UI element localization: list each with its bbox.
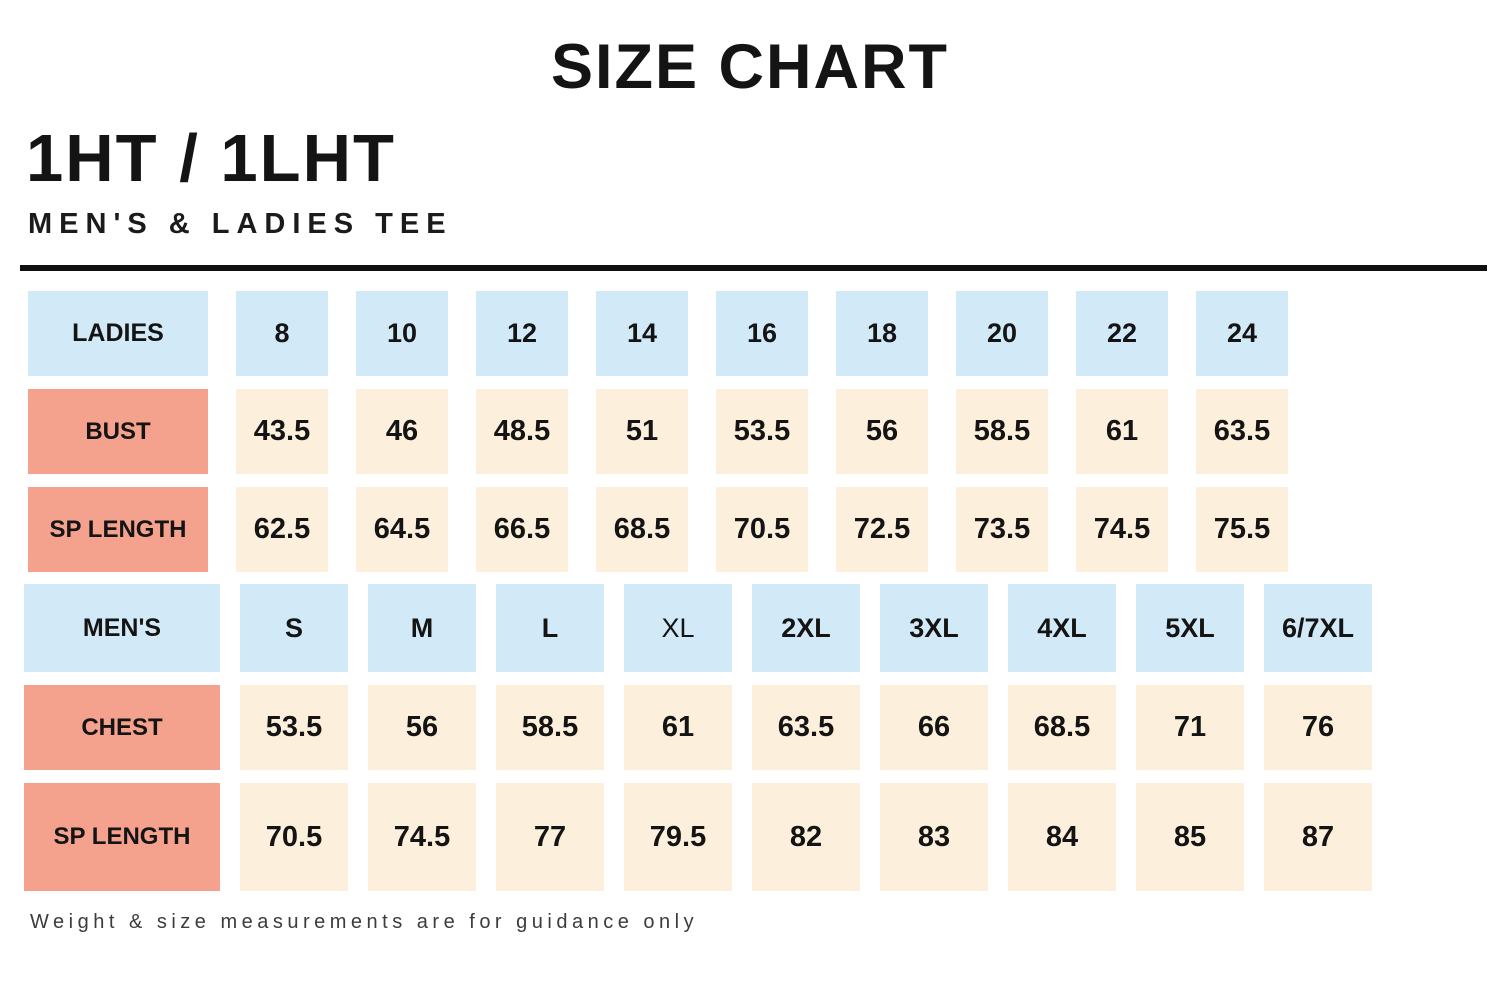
ladies-measurement-value: 51 bbox=[596, 389, 688, 474]
ladies-measurement-value: 56 bbox=[836, 389, 928, 474]
mens-measurement-value: 53.5 bbox=[240, 685, 348, 770]
ladies-measurement-value: 48.5 bbox=[476, 389, 568, 474]
mens-measurement-value: 77 bbox=[496, 783, 604, 891]
mens-measurement-value: 56 bbox=[368, 685, 476, 770]
ladies-header-label: LADIES bbox=[28, 291, 208, 376]
mens-size-header-cell: 2XL bbox=[752, 584, 860, 672]
ladies-measurement-value: 43.5 bbox=[236, 389, 328, 474]
mens-measurement-value: 61 bbox=[624, 685, 732, 770]
ladies-measure-row-label: BUST bbox=[28, 389, 208, 474]
mens-measurement-value: 85 bbox=[1136, 783, 1244, 891]
ladies-size-header-cell: 24 bbox=[1196, 291, 1288, 376]
ladies-measurement-value: 72.5 bbox=[836, 487, 928, 572]
mens-size-header-cell: S bbox=[240, 584, 348, 672]
ladies-measurement-value: 61 bbox=[1076, 389, 1168, 474]
mens-measurement-value: 82 bbox=[752, 783, 860, 891]
mens-measurement-value: 63.5 bbox=[752, 685, 860, 770]
mens-measurement-value: 68.5 bbox=[1008, 685, 1116, 770]
guidance-footnote: Weight & size measurements are for guida… bbox=[30, 911, 699, 933]
mens-size-header-cell: L bbox=[496, 584, 604, 672]
ladies-size-header-cell: 12 bbox=[476, 291, 568, 376]
mens-measurement-value: 84 bbox=[1008, 783, 1116, 891]
ladies-measurement-value: 58.5 bbox=[956, 389, 1048, 474]
ladies-size-table: LADIES 8 10 12 14 16 18 20 22 24 BUST 43.5 46 48.5 51 5… bbox=[28, 291, 1500, 572]
mens-measure-row-label: SP LENGTH bbox=[24, 783, 220, 891]
ladies-measurement-value: 62.5 bbox=[236, 487, 328, 572]
mens-measure-row-label: CHEST bbox=[24, 685, 220, 770]
mens-size-table: MEN'S S M L XL 2XL 3XL 4XL 5XL 6/7XL CHEST 53.5 56 58… bbox=[24, 584, 1500, 891]
ladies-size-header-cell: 20 bbox=[956, 291, 1048, 376]
mens-size-header-cell: 6/7XL bbox=[1264, 584, 1372, 672]
mens-size-header-cell: 3XL bbox=[880, 584, 988, 672]
ladies-measurement-value: 70.5 bbox=[716, 487, 808, 572]
mens-size-header-cell: XL bbox=[624, 584, 732, 672]
mens-measurement-value: 76 bbox=[1264, 685, 1372, 770]
ladies-measure-row-label: SP LENGTH bbox=[28, 487, 208, 572]
ladies-size-header-cell: 14 bbox=[596, 291, 688, 376]
mens-measurement-value: 79.5 bbox=[624, 783, 732, 891]
mens-measurement-value: 71 bbox=[1136, 685, 1244, 770]
ladies-size-header-cell: 18 bbox=[836, 291, 928, 376]
ladies-measurement-value: 64.5 bbox=[356, 487, 448, 572]
ladies-size-header-cell: 22 bbox=[1076, 291, 1168, 376]
ladies-measurement-value: 46 bbox=[356, 389, 448, 474]
model-code-title: 1HT / 1LHT bbox=[26, 121, 396, 196]
mens-size-header-cell: M bbox=[368, 584, 476, 672]
product-subtitle: MEN'S & LADIES TEE bbox=[28, 208, 453, 240]
mens-size-header-cell: 5XL bbox=[1136, 584, 1244, 672]
ladies-size-header-cell: 16 bbox=[716, 291, 808, 376]
divider-rule bbox=[20, 265, 1487, 271]
ladies-measurement-value: 66.5 bbox=[476, 487, 568, 572]
mens-measurement-value: 87 bbox=[1264, 783, 1372, 891]
ladies-measurement-value: 53.5 bbox=[716, 389, 808, 474]
mens-measurement-value: 66 bbox=[880, 685, 988, 770]
ladies-measurement-value: 73.5 bbox=[956, 487, 1048, 572]
ladies-measurement-value: 63.5 bbox=[1196, 389, 1288, 474]
mens-measurement-value: 74.5 bbox=[368, 783, 476, 891]
mens-size-header-cell: 4XL bbox=[1008, 584, 1116, 672]
page-title: SIZE CHART bbox=[551, 32, 949, 102]
mens-measurement-value: 58.5 bbox=[496, 685, 604, 770]
mens-measurement-value: 70.5 bbox=[240, 783, 348, 891]
ladies-size-header-cell: 10 bbox=[356, 291, 448, 376]
ladies-measurement-value: 75.5 bbox=[1196, 487, 1288, 572]
mens-header-label: MEN'S bbox=[24, 584, 220, 672]
ladies-size-header-cell: 8 bbox=[236, 291, 328, 376]
ladies-measurement-value: 74.5 bbox=[1076, 487, 1168, 572]
mens-measurement-value: 83 bbox=[880, 783, 988, 891]
ladies-measurement-value: 68.5 bbox=[596, 487, 688, 572]
